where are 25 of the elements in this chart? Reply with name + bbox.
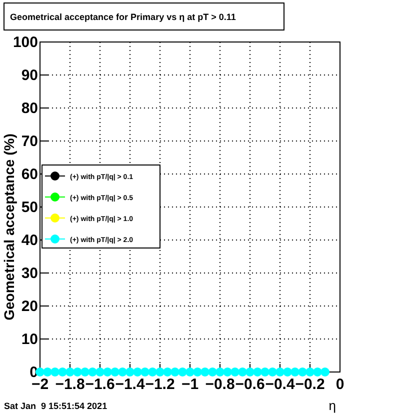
y-tick-label: 20 <box>21 298 38 315</box>
y-tick-label: 40 <box>21 232 38 249</box>
text: Sat Jan 9 15:51:54 2021 <box>4 401 108 411</box>
y-tick-label: 100 <box>12 34 38 51</box>
x-tick-label: −2 <box>31 376 49 393</box>
y-axis-title: Geometrical acceptance (%) <box>1 134 17 320</box>
x-tick-label: −1.6 <box>85 376 115 393</box>
y-tick-label: 10 <box>21 331 38 348</box>
y-tick-label: 60 <box>21 166 38 183</box>
x-tick-label: −1 <box>181 376 199 393</box>
x-axis-title: η <box>328 398 336 413</box>
x-tick-label: −1.2 <box>145 376 175 393</box>
x-tick-label: −0.2 <box>295 376 325 393</box>
x-tick-label: −1.8 <box>55 376 85 393</box>
x-tick-label: −0.8 <box>205 376 235 393</box>
y-tick-label: 90 <box>21 67 38 84</box>
y-tick-label: 70 <box>21 133 38 150</box>
chart-title: Geometrical acceptance for Primary vs η at pT > 0.11 <box>10 12 236 22</box>
x-tick-label: −0.6 <box>235 376 265 393</box>
x-tick-label: 0 <box>336 376 344 393</box>
y-tick-label: 30 <box>21 265 38 282</box>
y-tick-label: 80 <box>21 100 38 117</box>
x-tick-label: −0.4 <box>265 376 296 393</box>
x-tick-label: −1.4 <box>115 376 146 393</box>
y-tick-label: 50 <box>21 199 38 216</box>
